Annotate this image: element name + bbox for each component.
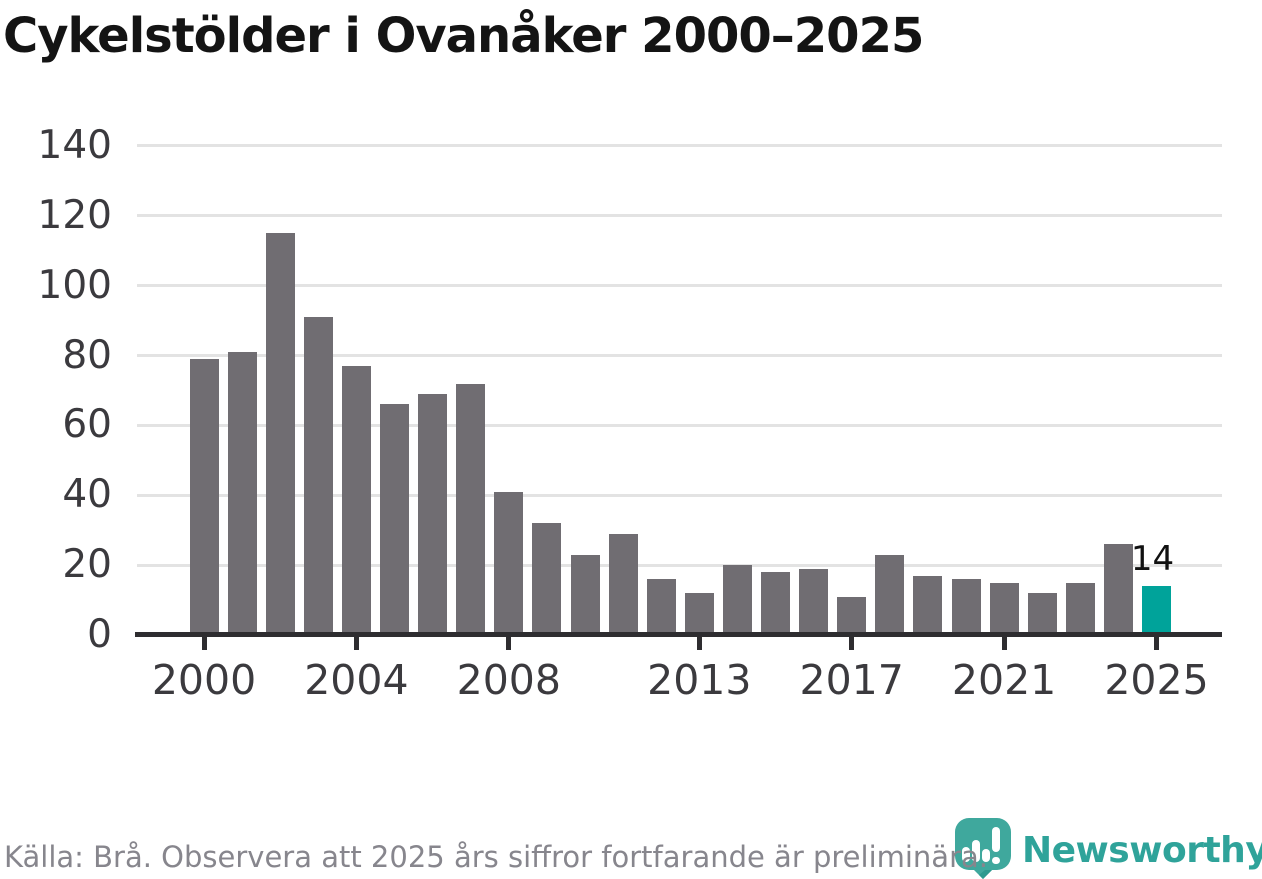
y-tick-label-40: 40	[62, 472, 112, 518]
x-tick-2021	[1001, 637, 1007, 650]
bar-2015	[761, 572, 790, 635]
bar-2023	[1065, 582, 1095, 635]
bar-2018	[875, 554, 905, 635]
brand-name: Newsworthy	[1022, 830, 1262, 871]
bar-2002	[265, 233, 295, 635]
speech-bubble-bar-chart-icon	[955, 818, 1011, 879]
x-axis-line	[135, 632, 1222, 637]
gridline-120	[137, 214, 1222, 218]
y-tick-label-0: 0	[87, 612, 112, 657]
chart-title: Cykelstölder i Ovanåker 2000–2025	[3, 8, 924, 64]
bar-2010	[570, 554, 600, 635]
bar-2008	[494, 491, 524, 635]
bar-2005	[380, 404, 409, 635]
gridline-140	[137, 144, 1222, 148]
y-tick-label-60: 60	[62, 402, 112, 448]
y-tick-label-80: 80	[62, 332, 112, 378]
bar-2022	[1027, 593, 1057, 635]
gridline-40	[137, 493, 1222, 497]
bar-2000	[189, 359, 219, 635]
highlight-value-label: 14	[1130, 539, 1175, 580]
bar-2025	[1142, 586, 1171, 635]
x-tick-2013	[696, 637, 702, 650]
bar-2006	[418, 393, 448, 635]
bar-2003	[303, 317, 333, 635]
bar-2017	[837, 596, 867, 635]
y-tick-label-140: 140	[37, 122, 112, 168]
y-tick-label-120: 120	[37, 192, 112, 238]
x-tick-2025	[1154, 637, 1159, 650]
bar-2013	[684, 593, 714, 635]
newsworthy-logo: Newsworthy	[932, 814, 1262, 879]
bar-2014	[722, 565, 752, 635]
bar-2012	[646, 579, 676, 635]
x-tick-2000	[201, 637, 207, 650]
x-tick-label-2013: 2013	[647, 656, 752, 704]
bar-2009	[532, 523, 562, 635]
bar-2016	[799, 568, 829, 635]
bar-2007	[456, 383, 486, 635]
x-tick-label-2025: 2025	[1104, 656, 1209, 704]
gridline-60	[137, 423, 1222, 427]
bar-2021	[989, 582, 1019, 635]
x-tick-label-2008: 2008	[456, 656, 561, 704]
gridline-80	[137, 354, 1222, 358]
bar-2020	[951, 579, 981, 635]
y-tick-label-20: 20	[62, 542, 112, 588]
y-tick-label-100: 100	[37, 262, 112, 308]
bar-2004	[341, 366, 371, 635]
x-tick-2017	[849, 637, 855, 650]
x-tick-label-2004: 2004	[304, 656, 409, 704]
x-tick-label-2017: 2017	[799, 656, 904, 704]
bar-2011	[608, 533, 638, 635]
source-note: Källa: Brå. Observera att 2025 års siffr…	[4, 840, 988, 874]
x-tick-label-2000: 2000	[151, 656, 257, 704]
x-tick-2004	[353, 637, 359, 650]
x-tick-2008	[506, 637, 512, 650]
x-tick-label-2021: 2021	[951, 656, 1057, 704]
bar-2019	[913, 575, 943, 635]
bar-2001	[227, 352, 257, 635]
gridline-20	[137, 563, 1222, 567]
bar-2024	[1103, 544, 1133, 635]
bar-chart: 0 20 40 60 80 100 120 140 2000 2004 2008 2013 2017 20…	[37, 122, 1222, 704]
gridline-100	[137, 284, 1222, 288]
